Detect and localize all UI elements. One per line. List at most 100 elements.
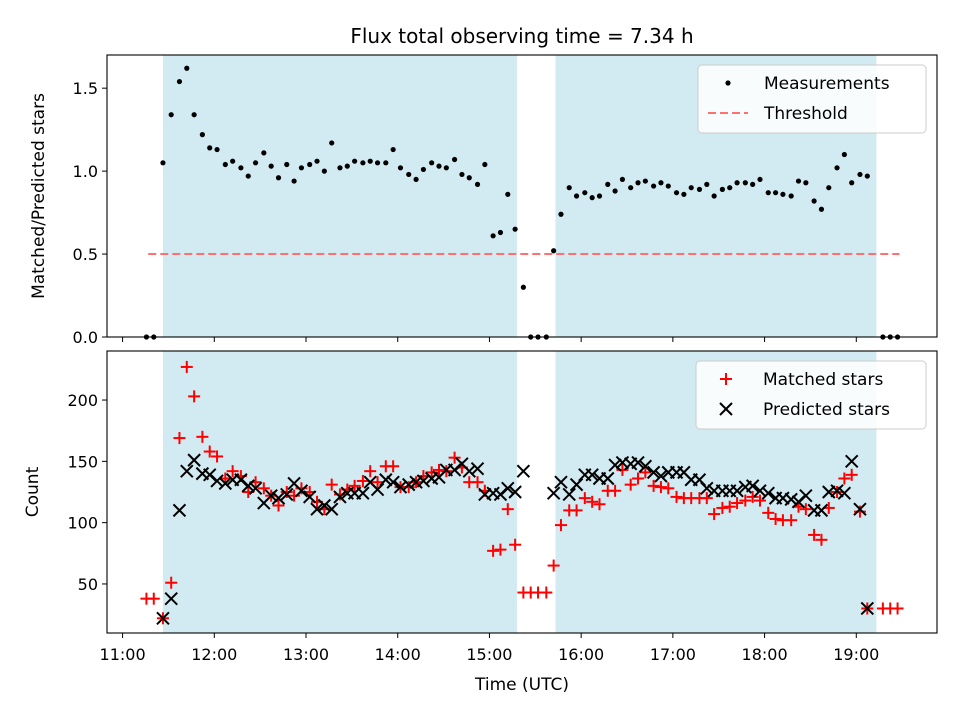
y-tick-label: 150	[67, 452, 98, 471]
matched-star-point	[799, 503, 812, 516]
measurement-point	[160, 160, 166, 166]
legend-predicted-label: Predicted stars	[763, 400, 890, 420]
x-tick-label: 19:00	[833, 645, 879, 664]
measurement-point	[420, 166, 427, 173]
measurement-point	[704, 181, 710, 187]
predicted-star-point	[416, 474, 431, 488]
matched-star-point	[547, 559, 560, 572]
predicted-star-point	[180, 464, 194, 478]
y-tick-label: 0.0	[73, 328, 98, 347]
matched-star-point	[845, 468, 858, 481]
matched-star-point	[188, 390, 201, 403]
matched-star-point	[662, 482, 675, 495]
measurement-point	[222, 161, 228, 168]
matched-star-point	[739, 494, 752, 507]
y-tick-label: 0.5	[73, 245, 98, 264]
matched-star-point	[364, 465, 377, 478]
measurement-point	[284, 161, 290, 168]
predicted-star-point	[187, 453, 201, 467]
predicted-star-point	[646, 465, 661, 480]
y-tick-label: 100	[67, 514, 98, 533]
predicted-star-point	[294, 484, 309, 498]
measurement-point	[497, 229, 504, 236]
measurement-point	[811, 198, 817, 204]
measurement-point	[390, 146, 396, 153]
measurement-point	[628, 185, 634, 191]
matched-star-point	[295, 482, 308, 495]
y-tick-label: 1.5	[73, 79, 98, 98]
measurement-point	[765, 190, 771, 196]
matched-star-point	[509, 538, 522, 551]
predicted-star-point	[516, 464, 531, 478]
legend-matched-marker	[720, 373, 732, 385]
chart-title: Flux total observing time = 7.34 h	[350, 24, 693, 48]
matched-star-point	[769, 512, 782, 525]
predicted-star-point	[172, 503, 187, 518]
matched-star-point	[639, 466, 652, 479]
measurement-point	[397, 165, 404, 171]
predicted-star-point	[730, 484, 744, 498]
matched-star-point	[586, 495, 599, 508]
predicted-star-point	[402, 477, 416, 492]
measurement-point	[551, 248, 557, 254]
matched-star-point	[487, 544, 500, 557]
predicted-star-point	[554, 475, 568, 489]
upper-y-axis-label: Matched/Predicted stars	[29, 93, 49, 299]
measurement-point	[589, 195, 595, 201]
measurement-point	[834, 165, 840, 171]
matched-star-point	[838, 472, 851, 485]
x-tick-label: 15:00	[466, 645, 512, 664]
measurement-point	[864, 173, 870, 179]
measurement-point	[665, 183, 671, 189]
predicted-star-point	[264, 488, 278, 503]
measurement-point	[268, 163, 274, 169]
predicted-star-point	[356, 486, 370, 500]
upper-panel: 0.0 0.5 1.0 1.5 Matched/Predicted stars Mea…	[29, 54, 938, 347]
measurement-point	[742, 180, 748, 186]
predicted-star-point	[393, 480, 408, 494]
matched-star-point	[196, 430, 209, 443]
predicted-star-point	[501, 481, 515, 496]
predicted-star-point	[761, 486, 775, 500]
predicted-star-point	[784, 492, 798, 507]
x-tick-label: 14:00	[375, 645, 421, 664]
predicted-star-point	[317, 498, 332, 513]
measurement-point	[176, 78, 183, 85]
matched-star-point	[746, 490, 759, 503]
predicted-star-point	[271, 491, 286, 505]
measurement-point	[383, 160, 389, 166]
x-tick-label: 12:00	[191, 645, 237, 664]
predicted-star-point	[654, 469, 668, 483]
observing-interval-top-0	[162, 55, 517, 337]
matched-star-point	[494, 543, 507, 556]
predicted-star-point	[302, 490, 317, 504]
y-tick-label: 200	[67, 391, 98, 410]
matched-star-point	[425, 466, 438, 479]
predicted-star-point	[164, 591, 178, 606]
matched-star-point	[632, 472, 645, 485]
x-tick-label: 18:00	[742, 645, 788, 664]
measurement-point	[429, 160, 435, 166]
matched-star-point	[853, 505, 866, 518]
predicted-star-point	[845, 454, 859, 469]
predicted-star-point	[508, 485, 522, 499]
measurement-point	[329, 140, 335, 146]
predicted-star-point	[386, 475, 400, 489]
measurement-point	[772, 190, 779, 196]
matched-star-point	[501, 503, 514, 516]
matched-star-point	[670, 490, 683, 503]
matched-star-point	[402, 481, 415, 494]
measurement-point	[605, 181, 611, 187]
predicted-star-point	[280, 487, 294, 502]
measurement-point	[520, 284, 526, 290]
measurement-point	[344, 163, 350, 169]
matched-star-point	[700, 492, 713, 505]
measurement-point	[849, 180, 855, 186]
predicted-star-point	[585, 468, 599, 482]
predicted-star-point	[601, 471, 615, 486]
legend-measurements-label: Measurements	[764, 74, 890, 94]
matched-star-point	[808, 528, 821, 541]
predicted-star-point	[562, 487, 576, 502]
measurement-point	[673, 190, 680, 196]
measurement-point	[750, 181, 756, 187]
